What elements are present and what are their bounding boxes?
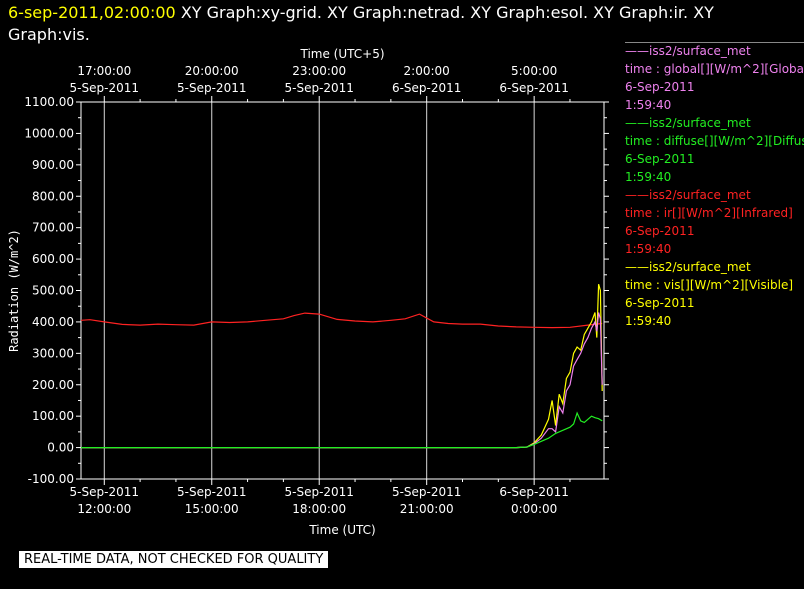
legend-time: 1:59:40 <box>625 314 672 328</box>
x-axis-bottom-label: Time (UTC) <box>308 523 375 537</box>
y-tick-label: 900.00 <box>32 158 74 172</box>
series-line-vis <box>81 284 603 449</box>
x-top-tick-time: 20:00:00 <box>185 64 239 78</box>
x-tick-date: 5-Sep-2011 <box>284 485 353 499</box>
y-axis-label: Radiation (W/m^2) <box>7 229 21 352</box>
y-tick-label: 800.00 <box>32 189 74 203</box>
legend-separator <box>625 42 804 43</box>
series-line-diffuse <box>81 411 603 449</box>
x-tick-date: 5-Sep-2011 <box>392 485 461 499</box>
x-top-tick-date: 6-Sep-2011 <box>499 81 568 95</box>
x-tick-time: 12:00:00 <box>77 502 131 516</box>
series-line-ir <box>80 312 603 329</box>
x-top-tick-time: 23:00:00 <box>292 64 346 78</box>
legend-field: time : global[][W/m^2][Global <box>625 62 804 76</box>
plot-frame <box>80 101 605 480</box>
x-tick-date: 5-Sep-2011 <box>70 485 139 499</box>
legend-station: ——iss2/surface_met <box>625 260 751 274</box>
legend-field: time : vis[][W/m^2][Visible] <box>625 278 794 292</box>
x-axis-top-label: Time (UTC+5) <box>299 47 384 61</box>
x-tick-time: 15:00:00 <box>185 502 239 516</box>
y-tick-label: 400.00 <box>32 315 74 329</box>
y-tick-label: 600.00 <box>32 252 74 266</box>
x-top-tick-time: 5:00:00 <box>511 64 557 78</box>
x-top-tick-date: 6-Sep-2011 <box>392 81 461 95</box>
legend-station: ——iss2/surface_met <box>625 116 751 130</box>
legend-time: 1:59:40 <box>625 170 672 184</box>
legend-station: ——iss2/surface_met <box>625 44 751 58</box>
legend-date: 6-Sep-2011 <box>625 152 695 166</box>
y-tick-label: 700.00 <box>32 221 74 235</box>
legend-date: 6-Sep-2011 <box>625 224 695 238</box>
legend-field: time : ir[][W/m^2][Infrared] <box>625 206 793 220</box>
legend-time: 1:59:40 <box>625 242 672 256</box>
x-top-tick-date: 5-Sep-2011 <box>284 81 353 95</box>
x-tick-time: 18:00:00 <box>292 502 346 516</box>
x-top-tick-time: 17:00:00 <box>77 64 131 78</box>
y-tick-label: 1100.00 <box>24 95 74 109</box>
legend-field: time : diffuse[][W/m^2][Diffus <box>625 134 804 148</box>
series-line-global <box>81 312 603 449</box>
x-top-tick-time: 2:00:00 <box>404 64 450 78</box>
x-tick-time: 0:00:00 <box>511 502 557 516</box>
header-graph-list: XY Graph:xy-grid. XY Graph:netrad. XY Gr… <box>8 3 714 44</box>
y-tick-label: 1000.00 <box>24 126 74 140</box>
x-top-tick-date: 5-Sep-2011 <box>70 81 139 95</box>
header-timestamp: 6-sep-2011,02:00:00 <box>8 3 176 22</box>
y-tick-label: 100.00 <box>32 409 74 423</box>
quality-notice: REAL-TIME DATA, NOT CHECKED FOR QUALITY <box>19 551 329 568</box>
y-tick-label: 500.00 <box>32 284 74 298</box>
legend-date: 6-Sep-2011 <box>625 296 695 310</box>
y-tick-label: 300.00 <box>32 346 74 360</box>
y-tick-label: 0.00 <box>47 441 74 455</box>
chart-header: 6-sep-2011,02:00:00 XY Graph:xy-grid. XY… <box>8 2 798 46</box>
legend-station: ——iss2/surface_met <box>625 188 751 202</box>
legend-date: 6-Sep-2011 <box>625 80 695 94</box>
x-top-tick-date: 5-Sep-2011 <box>177 81 246 95</box>
legend-time: 1:59:40 <box>625 98 672 112</box>
y-tick-label: 200.00 <box>32 378 74 392</box>
x-tick-time: 21:00:00 <box>400 502 454 516</box>
y-tick-label: -100.00 <box>28 472 74 486</box>
x-tick-date: 5-Sep-2011 <box>177 485 246 499</box>
x-tick-date: 6-Sep-2011 <box>499 485 568 499</box>
